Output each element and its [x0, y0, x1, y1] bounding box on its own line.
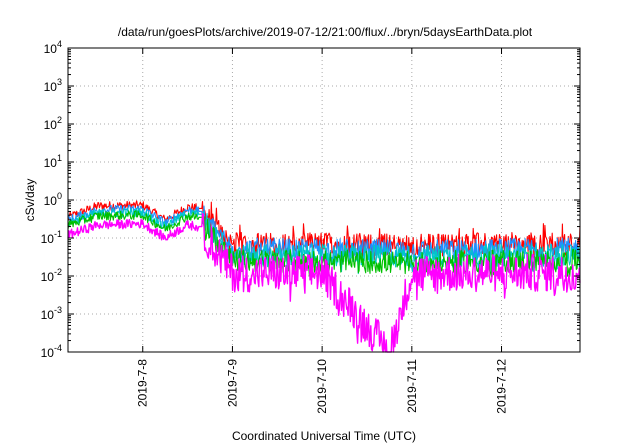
y-tick-label: 103 — [44, 77, 62, 94]
y-tick-label: 10-3 — [41, 305, 62, 322]
y-tick-label: 10-1 — [41, 229, 62, 246]
x-tick-label: 2019-7-10 — [315, 359, 329, 414]
y-tick-label: 10-2 — [41, 267, 62, 284]
y-tick-label: 102 — [44, 115, 62, 132]
y-tick-label: 10-4 — [41, 343, 62, 360]
x-tick-label: 2019-7-9 — [225, 359, 239, 407]
series-line-4 — [67, 212, 581, 353]
grid — [68, 48, 580, 352]
x-tick-label: 2019-7-12 — [495, 359, 509, 414]
y-tick-label: 104 — [44, 39, 62, 56]
chart-title: /data/run/goesPlots/archive/2019-07-12/2… — [118, 25, 533, 39]
y-axis: 10-4 10-3 10-2 10-1 100 101 102 103 104 — [41, 39, 580, 360]
y-tick-label: 101 — [44, 153, 62, 170]
x-axis-label: Coordinated Universal Time (UTC) — [232, 429, 416, 443]
series-line-2 — [67, 207, 581, 275]
x-tick-label: 2019-7-11 — [405, 359, 419, 413]
series-group — [67, 200, 581, 353]
y-tick-label: 100 — [44, 191, 62, 208]
x-tick-label: 2019-7-8 — [136, 359, 150, 407]
series-line-0 — [67, 200, 581, 264]
y-axis-label: cSv/day — [23, 179, 37, 222]
x-axis: 2019-7-8 2019-7-9 2019-7-10 2019-7-11 2019-7… — [136, 48, 509, 414]
